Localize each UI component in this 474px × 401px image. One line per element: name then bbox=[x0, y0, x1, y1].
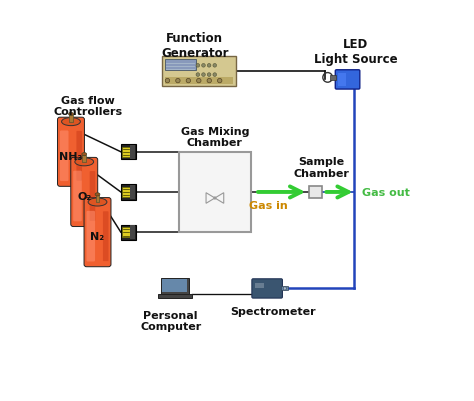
Text: Gas out: Gas out bbox=[362, 188, 410, 197]
FancyBboxPatch shape bbox=[164, 59, 196, 71]
Bar bbox=[122, 228, 130, 237]
Circle shape bbox=[196, 64, 200, 68]
Ellipse shape bbox=[75, 158, 94, 166]
Ellipse shape bbox=[88, 198, 107, 207]
FancyBboxPatch shape bbox=[252, 279, 283, 298]
FancyBboxPatch shape bbox=[90, 172, 95, 221]
Circle shape bbox=[207, 79, 211, 84]
Circle shape bbox=[283, 287, 286, 290]
Bar bbox=[157, 295, 192, 299]
FancyBboxPatch shape bbox=[76, 132, 82, 181]
Bar bbox=[130, 186, 135, 199]
Bar bbox=[338, 73, 346, 87]
FancyBboxPatch shape bbox=[86, 211, 95, 262]
Text: Sample
Chamber: Sample Chamber bbox=[293, 157, 349, 178]
FancyBboxPatch shape bbox=[103, 212, 109, 261]
Text: LED
Light Source: LED Light Source bbox=[314, 38, 397, 66]
Ellipse shape bbox=[95, 193, 100, 196]
Circle shape bbox=[176, 79, 180, 84]
Bar bbox=[121, 145, 136, 160]
Bar bbox=[281, 287, 289, 291]
Text: Gas Mixing
Chamber: Gas Mixing Chamber bbox=[181, 126, 249, 148]
FancyBboxPatch shape bbox=[73, 171, 82, 222]
Bar bbox=[69, 115, 73, 122]
Circle shape bbox=[201, 64, 205, 68]
Bar bbox=[161, 278, 189, 295]
Circle shape bbox=[213, 64, 217, 68]
Circle shape bbox=[218, 79, 222, 84]
Bar bbox=[130, 226, 135, 239]
Text: N₂: N₂ bbox=[91, 232, 105, 241]
Bar bbox=[255, 283, 264, 288]
Ellipse shape bbox=[62, 118, 81, 126]
Bar bbox=[121, 225, 136, 240]
Circle shape bbox=[207, 74, 211, 77]
Text: Function
Generator: Function Generator bbox=[161, 32, 228, 60]
Bar bbox=[309, 186, 322, 199]
Bar bbox=[121, 185, 136, 200]
Circle shape bbox=[207, 64, 211, 68]
Ellipse shape bbox=[69, 113, 73, 116]
FancyBboxPatch shape bbox=[335, 71, 360, 90]
Bar bbox=[165, 78, 233, 85]
Bar bbox=[330, 76, 337, 81]
FancyBboxPatch shape bbox=[60, 131, 69, 182]
Bar bbox=[96, 195, 100, 203]
Circle shape bbox=[201, 74, 205, 77]
FancyBboxPatch shape bbox=[57, 118, 84, 187]
Text: Spectrometer: Spectrometer bbox=[230, 306, 316, 316]
Bar bbox=[130, 146, 135, 159]
Bar bbox=[82, 155, 86, 162]
Bar bbox=[162, 279, 187, 293]
Bar bbox=[122, 148, 130, 157]
Circle shape bbox=[165, 79, 170, 84]
Circle shape bbox=[186, 79, 191, 84]
Ellipse shape bbox=[82, 153, 87, 156]
FancyBboxPatch shape bbox=[84, 198, 111, 267]
Text: Personal
Computer: Personal Computer bbox=[140, 310, 201, 332]
Circle shape bbox=[213, 74, 217, 77]
Circle shape bbox=[197, 79, 201, 84]
FancyBboxPatch shape bbox=[162, 57, 236, 87]
Bar bbox=[122, 188, 130, 197]
Text: NH₃: NH₃ bbox=[59, 152, 82, 161]
Circle shape bbox=[196, 74, 200, 77]
Circle shape bbox=[213, 197, 217, 200]
FancyBboxPatch shape bbox=[71, 158, 98, 227]
Text: O₂: O₂ bbox=[77, 192, 91, 201]
Text: Gas flow
Controllers: Gas flow Controllers bbox=[54, 95, 123, 117]
Bar bbox=[179, 152, 251, 233]
Text: Gas in: Gas in bbox=[248, 200, 287, 210]
